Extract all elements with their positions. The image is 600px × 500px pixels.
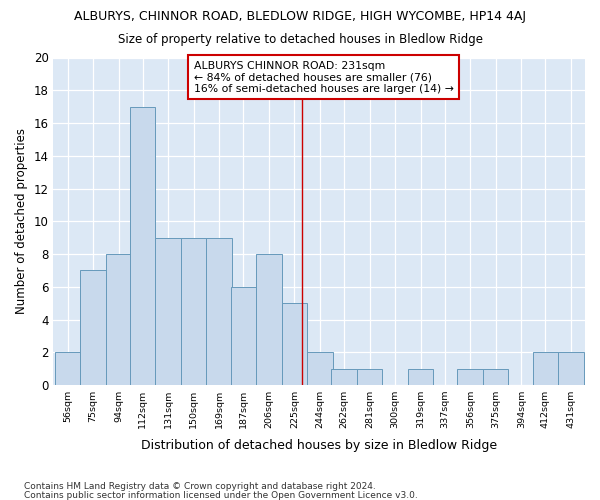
Bar [230, 287, 256, 385]
Bar [55, 352, 80, 385]
Bar [558, 352, 584, 385]
Bar [181, 238, 206, 385]
Text: ALBURYS CHINNOR ROAD: 231sqm
← 84% of detached houses are smaller (76)
16% of se: ALBURYS CHINNOR ROAD: 231sqm ← 84% of de… [194, 61, 454, 94]
Text: Size of property relative to detached houses in Bledlow Ridge: Size of property relative to detached ho… [118, 32, 482, 46]
Bar [408, 368, 433, 385]
Bar [206, 238, 232, 385]
Bar [483, 368, 508, 385]
Bar [307, 352, 332, 385]
Bar [281, 303, 307, 385]
X-axis label: Distribution of detached houses by size in Bledlow Ridge: Distribution of detached houses by size … [141, 440, 497, 452]
Bar [155, 238, 181, 385]
Text: ALBURYS, CHINNOR ROAD, BLEDLOW RIDGE, HIGH WYCOMBE, HP14 4AJ: ALBURYS, CHINNOR ROAD, BLEDLOW RIDGE, HI… [74, 10, 526, 23]
Bar [457, 368, 483, 385]
Bar [130, 106, 155, 385]
Bar [256, 254, 281, 385]
Y-axis label: Number of detached properties: Number of detached properties [15, 128, 28, 314]
Text: Contains public sector information licensed under the Open Government Licence v3: Contains public sector information licen… [24, 490, 418, 500]
Bar [331, 368, 357, 385]
Text: Contains HM Land Registry data © Crown copyright and database right 2024.: Contains HM Land Registry data © Crown c… [24, 482, 376, 491]
Bar [106, 254, 131, 385]
Bar [357, 368, 382, 385]
Bar [533, 352, 558, 385]
Bar [80, 270, 106, 385]
